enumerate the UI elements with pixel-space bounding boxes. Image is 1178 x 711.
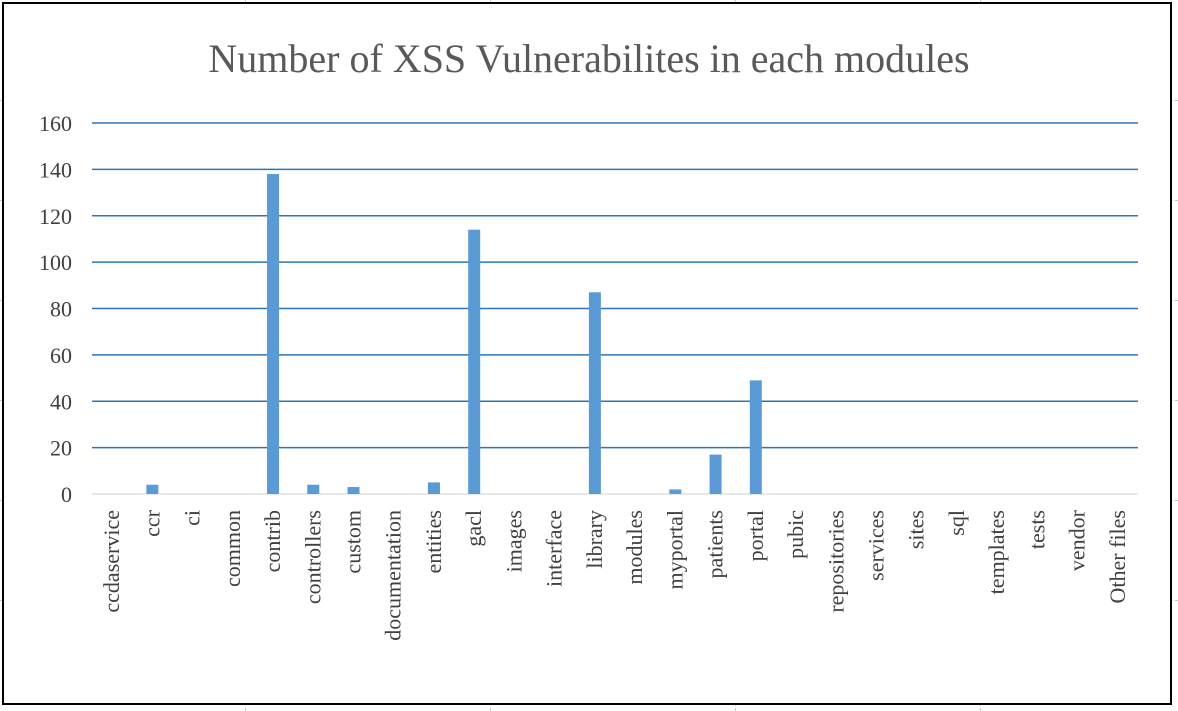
x-tick-label: myportal bbox=[662, 510, 687, 589]
x-tick-label: pubic bbox=[783, 510, 808, 559]
bar-contrib bbox=[267, 174, 280, 494]
y-tick-label: 140 bbox=[39, 157, 72, 182]
x-tick-label: patients bbox=[703, 510, 728, 578]
x-tick-label: modules bbox=[622, 510, 647, 585]
bar-portal bbox=[749, 380, 762, 494]
y-tick-label: 120 bbox=[39, 204, 72, 229]
y-tick-label: 60 bbox=[50, 343, 72, 368]
x-tick-label: ci bbox=[180, 510, 205, 526]
x-tick-label: vendor bbox=[1065, 509, 1090, 571]
x-tick-label: gacl bbox=[461, 510, 486, 547]
x-tick-label: ccr bbox=[139, 509, 164, 537]
gridlines bbox=[92, 122, 1138, 495]
x-tick-label: controllers bbox=[300, 510, 325, 604]
y-tick-label: 0 bbox=[61, 482, 72, 507]
chart-title: Number of XSS Vulnerabilites in each mod… bbox=[208, 36, 969, 81]
bars bbox=[146, 174, 762, 494]
x-tick-label: interface bbox=[542, 510, 567, 587]
bar-gacl bbox=[468, 229, 481, 494]
x-tick-label: documentation bbox=[381, 510, 406, 641]
x-tick-label: sites bbox=[904, 510, 929, 549]
bar-library bbox=[588, 292, 601, 494]
y-tick-label: 20 bbox=[50, 436, 72, 461]
y-tick-label: 160 bbox=[39, 111, 72, 136]
bar-custom bbox=[347, 487, 360, 494]
bar-chart: Number of XSS Vulnerabilites in each mod… bbox=[39, 36, 1138, 641]
x-axis-ticks: ccdaservice ccr ci common contrib controllers… bbox=[99, 509, 1130, 640]
bar-entities bbox=[427, 482, 440, 494]
x-tick-label: templates bbox=[984, 510, 1009, 594]
x-tick-label: services bbox=[864, 510, 889, 581]
bar-patients bbox=[709, 454, 722, 494]
x-tick-label: repositories bbox=[823, 510, 848, 613]
bar-controllers bbox=[307, 484, 320, 494]
x-tick-label: images bbox=[501, 510, 526, 572]
x-tick-label: tests bbox=[1024, 510, 1049, 549]
bar-ccr bbox=[146, 484, 159, 494]
y-tick-label: 40 bbox=[50, 389, 72, 414]
x-tick-label: custom bbox=[341, 510, 366, 574]
x-tick-label: Other files bbox=[1105, 510, 1130, 603]
x-tick-label: sql bbox=[944, 510, 969, 536]
bar-myportal bbox=[669, 489, 682, 494]
x-tick-label: library bbox=[582, 510, 607, 569]
x-tick-label: entities bbox=[421, 510, 446, 574]
y-axis-ticks: 0 20 40 60 80 100 120 140 160 bbox=[39, 111, 72, 507]
x-tick-label: common bbox=[220, 510, 245, 587]
x-tick-label: contrib bbox=[260, 510, 285, 572]
x-tick-label: portal bbox=[743, 510, 768, 561]
x-tick-label: ccdaservice bbox=[99, 510, 124, 613]
y-tick-label: 80 bbox=[50, 297, 72, 322]
y-tick-label: 100 bbox=[39, 250, 72, 275]
